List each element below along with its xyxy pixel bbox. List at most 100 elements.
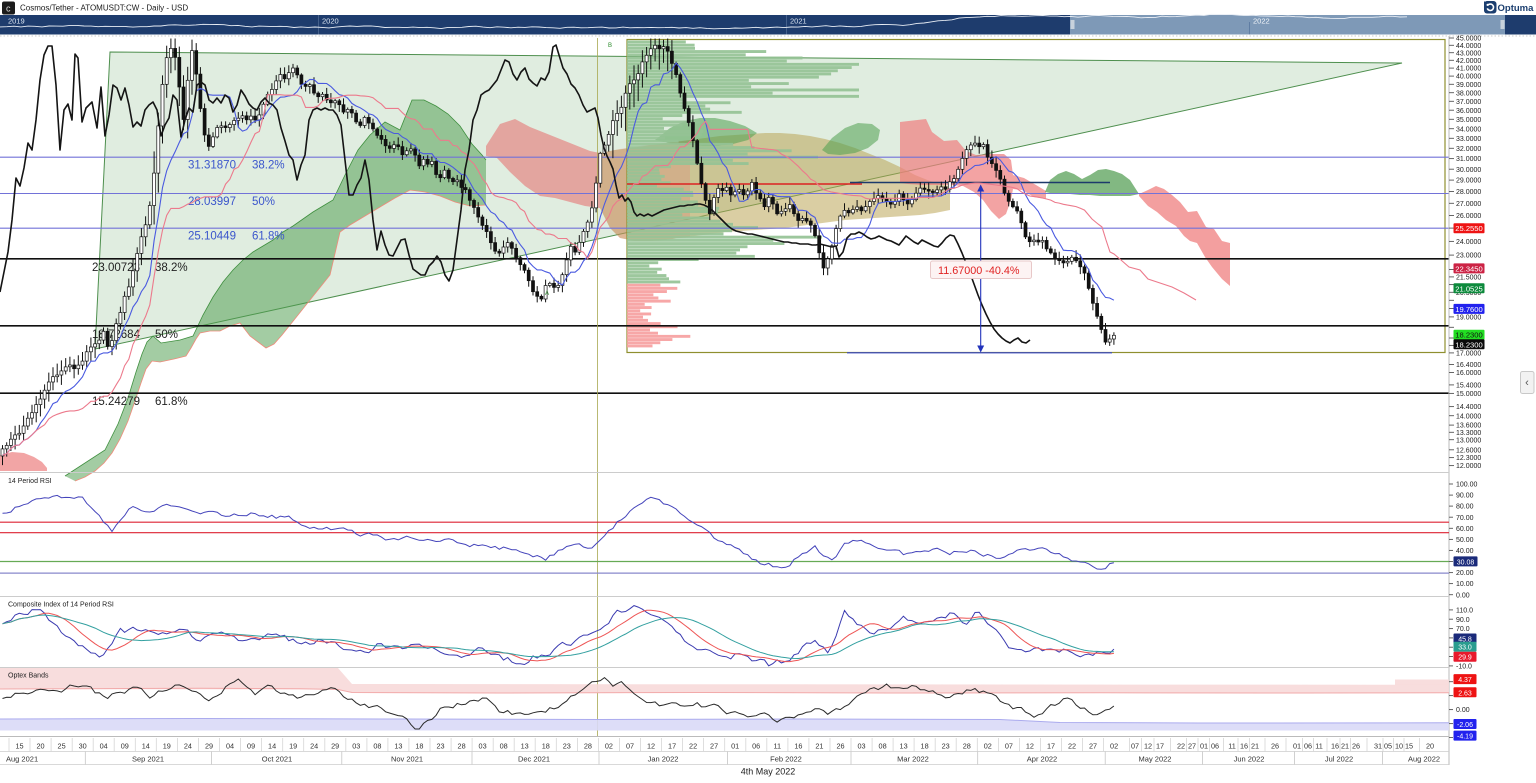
svg-text:15.24279: 15.24279 bbox=[92, 396, 140, 408]
svg-text:16.4000: 16.4000 bbox=[1456, 362, 1481, 369]
svg-text:42.0000: 42.0000 bbox=[1456, 58, 1481, 65]
svg-text:24: 24 bbox=[184, 742, 192, 751]
svg-text:22: 22 bbox=[689, 742, 697, 751]
svg-text:26.0000: 26.0000 bbox=[1456, 213, 1481, 220]
svg-text:17: 17 bbox=[668, 742, 676, 751]
svg-text:30.08: 30.08 bbox=[1457, 559, 1475, 566]
svg-text:21: 21 bbox=[815, 742, 823, 751]
svg-text:Feb 2022: Feb 2022 bbox=[770, 755, 802, 764]
svg-text:Jul 2022: Jul 2022 bbox=[1325, 755, 1353, 764]
svg-text:23: 23 bbox=[436, 742, 444, 751]
svg-text:50%: 50% bbox=[155, 329, 178, 341]
svg-text:2019: 2019 bbox=[8, 17, 25, 26]
svg-text:21.0525: 21.0525 bbox=[1455, 284, 1482, 293]
svg-text:28: 28 bbox=[584, 742, 592, 751]
svg-text:05: 05 bbox=[1384, 742, 1392, 751]
svg-text:29: 29 bbox=[331, 742, 339, 751]
svg-text:Jan 2022: Jan 2022 bbox=[648, 755, 679, 764]
svg-text:12.6000: 12.6000 bbox=[1456, 447, 1481, 454]
svg-text:80.00: 80.00 bbox=[1456, 504, 1474, 511]
svg-text:18: 18 bbox=[921, 742, 929, 751]
svg-text:22: 22 bbox=[1068, 742, 1076, 751]
svg-text:26: 26 bbox=[1352, 742, 1360, 751]
svg-text:08: 08 bbox=[373, 742, 381, 751]
svg-text:c: c bbox=[6, 4, 11, 14]
svg-text:02: 02 bbox=[984, 742, 992, 751]
svg-text:03: 03 bbox=[479, 742, 487, 751]
svg-text:07: 07 bbox=[1005, 742, 1013, 751]
svg-text:38.2%: 38.2% bbox=[155, 262, 188, 274]
svg-text:90.0: 90.0 bbox=[1456, 617, 1470, 624]
svg-text:22: 22 bbox=[1177, 742, 1185, 751]
svg-text:34.0000: 34.0000 bbox=[1456, 126, 1481, 133]
svg-text:13.0000: 13.0000 bbox=[1456, 437, 1481, 444]
svg-text:08: 08 bbox=[500, 742, 508, 751]
svg-text:13.6000: 13.6000 bbox=[1456, 423, 1481, 430]
svg-text:20.00: 20.00 bbox=[1456, 570, 1474, 577]
svg-text:Aug 2022: Aug 2022 bbox=[1408, 755, 1440, 764]
svg-text:37.0000: 37.0000 bbox=[1456, 99, 1481, 106]
svg-text:17: 17 bbox=[1156, 742, 1164, 751]
svg-text:70.0: 70.0 bbox=[1456, 626, 1470, 633]
svg-text:2020: 2020 bbox=[322, 17, 339, 26]
svg-text:33.0000: 33.0000 bbox=[1456, 136, 1481, 143]
svg-text:13.3000: 13.3000 bbox=[1456, 430, 1481, 437]
svg-text:0.00: 0.00 bbox=[1456, 592, 1470, 599]
svg-text:4.37: 4.37 bbox=[1458, 677, 1472, 684]
svg-text:31.0000: 31.0000 bbox=[1456, 156, 1481, 163]
svg-text:23.00723: 23.00723 bbox=[92, 262, 140, 274]
svg-text:27: 27 bbox=[710, 742, 718, 751]
svg-text:15.0000: 15.0000 bbox=[1456, 391, 1481, 398]
svg-text:100.00: 100.00 bbox=[1456, 482, 1478, 489]
svg-text:16.0000: 16.0000 bbox=[1456, 370, 1481, 377]
svg-text:Mar 2022: Mar 2022 bbox=[897, 755, 929, 764]
svg-text:26: 26 bbox=[1271, 742, 1279, 751]
svg-text:24.0000: 24.0000 bbox=[1456, 239, 1481, 246]
svg-text:40.00: 40.00 bbox=[1456, 548, 1474, 555]
svg-text:25.2550: 25.2550 bbox=[1455, 224, 1482, 233]
svg-text:16: 16 bbox=[1331, 742, 1339, 751]
svg-text:20: 20 bbox=[36, 742, 44, 751]
svg-text:-4.19: -4.19 bbox=[1457, 734, 1473, 741]
svg-text:40.0000: 40.0000 bbox=[1456, 74, 1481, 81]
svg-text:29: 29 bbox=[205, 742, 213, 751]
svg-text:Cosmos/Tether - ATOMUSDT:CW -: Cosmos/Tether - ATOMUSDT:CW - Daily - US… bbox=[20, 4, 188, 13]
svg-text:09: 09 bbox=[121, 742, 129, 751]
svg-text:39.0000: 39.0000 bbox=[1456, 82, 1481, 89]
svg-text:17: 17 bbox=[1047, 742, 1055, 751]
svg-text:02: 02 bbox=[605, 742, 613, 751]
svg-text:27.0000: 27.0000 bbox=[1456, 201, 1481, 208]
svg-text:35.0000: 35.0000 bbox=[1456, 117, 1481, 124]
svg-text:14.4000: 14.4000 bbox=[1456, 404, 1481, 411]
svg-text:14: 14 bbox=[142, 742, 150, 751]
svg-text:0.00: 0.00 bbox=[1456, 707, 1470, 714]
svg-text:50%: 50% bbox=[252, 196, 275, 208]
svg-text:Optuma: Optuma bbox=[1498, 3, 1535, 14]
svg-text:50.00: 50.00 bbox=[1456, 537, 1474, 544]
svg-text:2.63: 2.63 bbox=[1458, 690, 1472, 697]
svg-text:16: 16 bbox=[1240, 742, 1248, 751]
svg-text:Nov 2021: Nov 2021 bbox=[391, 755, 423, 764]
svg-text:18.2300: 18.2300 bbox=[1455, 340, 1482, 349]
svg-text:2021: 2021 bbox=[790, 17, 807, 26]
svg-text:20.5000: 20.5000 bbox=[1456, 290, 1481, 297]
svg-text:28: 28 bbox=[458, 742, 466, 751]
svg-text:18: 18 bbox=[542, 742, 550, 751]
svg-text:31: 31 bbox=[1374, 742, 1382, 751]
svg-text:90.00: 90.00 bbox=[1456, 493, 1474, 500]
svg-text:10: 10 bbox=[1395, 742, 1403, 751]
svg-text:02: 02 bbox=[1110, 742, 1118, 751]
svg-text:23.0000: 23.0000 bbox=[1456, 253, 1481, 260]
svg-text:43.0000: 43.0000 bbox=[1456, 50, 1481, 57]
svg-text:38.0000: 38.0000 bbox=[1456, 90, 1481, 97]
svg-text:12.0000: 12.0000 bbox=[1456, 463, 1481, 470]
svg-text:28: 28 bbox=[963, 742, 971, 751]
svg-text:07: 07 bbox=[626, 742, 634, 751]
svg-text:60.00: 60.00 bbox=[1456, 526, 1474, 533]
svg-text:19: 19 bbox=[163, 742, 171, 751]
svg-text:11: 11 bbox=[1315, 742, 1323, 751]
svg-text:17.0000: 17.0000 bbox=[1456, 351, 1481, 358]
svg-text:14: 14 bbox=[268, 742, 276, 751]
svg-text:23: 23 bbox=[942, 742, 950, 751]
svg-text:21.5000: 21.5000 bbox=[1456, 275, 1481, 282]
